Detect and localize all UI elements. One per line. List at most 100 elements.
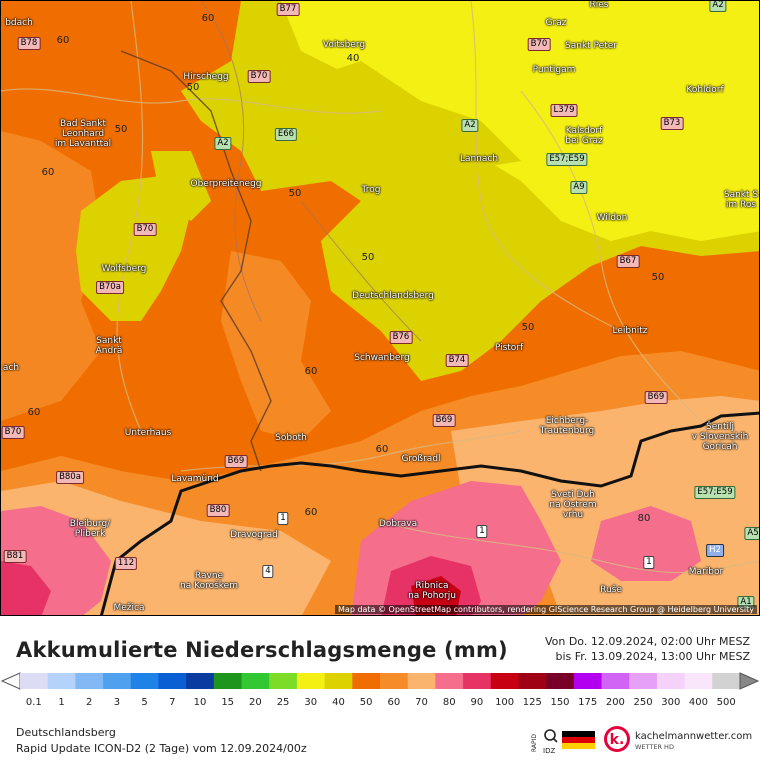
place-label: Dravograd [230, 530, 278, 540]
place-label: Kalsdorf bei Graz [565, 126, 603, 146]
place-label: Leibnitz [612, 326, 648, 336]
legend-swatch [601, 673, 630, 689]
isoline-label: 50 [521, 322, 535, 333]
legend-swatch [20, 673, 49, 689]
isoline-label: 40 [346, 53, 360, 64]
legend-swatch [407, 673, 436, 689]
road-shield: B74 [445, 354, 469, 367]
legend-swatch [75, 673, 104, 689]
legend-tick: 80 [442, 697, 456, 708]
legend-swatch [546, 673, 575, 689]
legend-tick: 7 [169, 697, 176, 708]
legend-swatch [352, 673, 381, 689]
road-shield: A9 [570, 181, 588, 194]
precipitation-map[interactable]: bdach Voitsberg Graz Ries Sankt Peter Puntiga… [0, 0, 760, 616]
road-shield: E57;E59 [546, 153, 588, 166]
legend-swatch [656, 673, 686, 689]
road-shield: B70 [527, 38, 551, 51]
legend-arrow-left [0, 672, 21, 690]
road-shield: A2 [709, 1, 727, 12]
place-label: Ravne na Koroškem [180, 571, 238, 591]
road-shield: B70 [1, 426, 25, 439]
legend-tick: 10 [193, 697, 207, 708]
legend-tick: 5 [141, 697, 148, 708]
isoline-label: 50 [288, 188, 302, 199]
place-label: Schwanberg [354, 353, 410, 363]
legend-tick: 100 [495, 697, 515, 708]
place-label: Bleiburg/ Pliberk [69, 519, 111, 539]
road-shield: B81 [3, 550, 27, 563]
place-label: Lannach [459, 154, 499, 164]
legend-tick: 300 [661, 697, 681, 708]
brand-name: kachelmannwetter.com [635, 731, 752, 742]
place-label: Wolfsberg [101, 264, 147, 274]
legend-swatch [296, 673, 326, 689]
place-label: Wildon [596, 213, 628, 223]
place-label: Kohldorf [686, 85, 724, 95]
legend-tick: 3 [113, 697, 121, 708]
place-label: Puntigam [532, 65, 576, 75]
road-shield: B67 [616, 255, 640, 268]
legend-tick: 125 [522, 697, 542, 708]
place-label: Sveti Duh na Ostrem vrhu [549, 490, 597, 520]
svg-text:k.: k. [610, 732, 625, 748]
isoline-label: 50 [186, 82, 200, 93]
legend-tick: 50 [359, 697, 373, 708]
legend-ticks: 0.1 1 2 3 5 7 10 15 20 25 30 40 50 60 70 80 90 100 125 150 1… [0, 697, 760, 711]
period-to: bis Fr. 13.09.2024, 13:00 Uhr MESZ [555, 650, 750, 663]
legend-tick: 70 [415, 697, 428, 708]
legend-tick: 40 [332, 697, 345, 708]
legend-arrow-right [739, 672, 760, 690]
road-shield: B70a [96, 281, 124, 294]
road-shield: L379 [550, 104, 578, 117]
legend-swatch [629, 673, 658, 689]
isoline-label: 60 [375, 444, 389, 455]
place-label: Hirschegg [183, 72, 229, 82]
legend-tick: 30 [304, 697, 318, 708]
legend-swatch [241, 673, 270, 689]
road-shield: B73 [660, 117, 684, 130]
legend-tick: 250 [633, 697, 653, 708]
legend-swatch [712, 673, 741, 689]
legend-tick: 15 [221, 697, 235, 708]
place-label: Mežica [113, 603, 145, 613]
legend-tick: 25 [276, 697, 290, 708]
legend-swatch [269, 673, 298, 689]
legend-swatch [490, 673, 519, 689]
place-label: Trog [361, 185, 381, 195]
road-shield: A2 [214, 137, 232, 150]
legend-tick: 2 [86, 697, 93, 708]
road-shield: E57;E59 [694, 486, 736, 499]
road-shield: B70 [247, 70, 271, 83]
legend-swatch [380, 673, 409, 689]
road-shield: 1 [643, 556, 655, 569]
place-label: Eichberg- Trautenburg [539, 416, 595, 436]
legend-swatch [47, 673, 76, 689]
legend-tick: 500 [716, 697, 736, 708]
place-label: Bad Sankt Leonhard im Lavanttal [54, 119, 112, 149]
place-label: Graz [545, 18, 567, 28]
isoline-label: 50 [114, 124, 128, 135]
legend-swatch [186, 673, 215, 689]
isoline-label: 60 [304, 507, 318, 518]
isoline-label: 50 [361, 252, 375, 263]
place-label: Lavamünd [171, 474, 219, 484]
road-shield: B80a [56, 471, 84, 484]
road-shield: 112 [114, 557, 138, 570]
legend-tick: 0.1 [25, 697, 42, 708]
color-legend [0, 670, 760, 692]
model-run-label: Rapid Update ICON-D2 (2 Tage) vom 12.09.… [16, 742, 307, 755]
period-from: Von Do. 12.09.2024, 02:00 Uhr MESZ [544, 635, 750, 648]
road-shield: A2 [461, 119, 479, 132]
place-label: Soboth [275, 433, 307, 443]
place-label: Dobrava [378, 519, 418, 529]
legend-swatch [324, 673, 353, 689]
legend-tick: 1 [58, 697, 65, 708]
road-shield: B69 [432, 414, 456, 427]
road-shield: 1 [277, 512, 289, 525]
road-shield: B70 [133, 223, 157, 236]
isoline-label: 60 [56, 35, 70, 46]
brand-logo[interactable]: RAPID IDZ k. kachelmannwetter.com WETTER… [530, 722, 755, 756]
isoline-label: 60 [201, 13, 215, 24]
road-shield: B76 [389, 331, 413, 344]
